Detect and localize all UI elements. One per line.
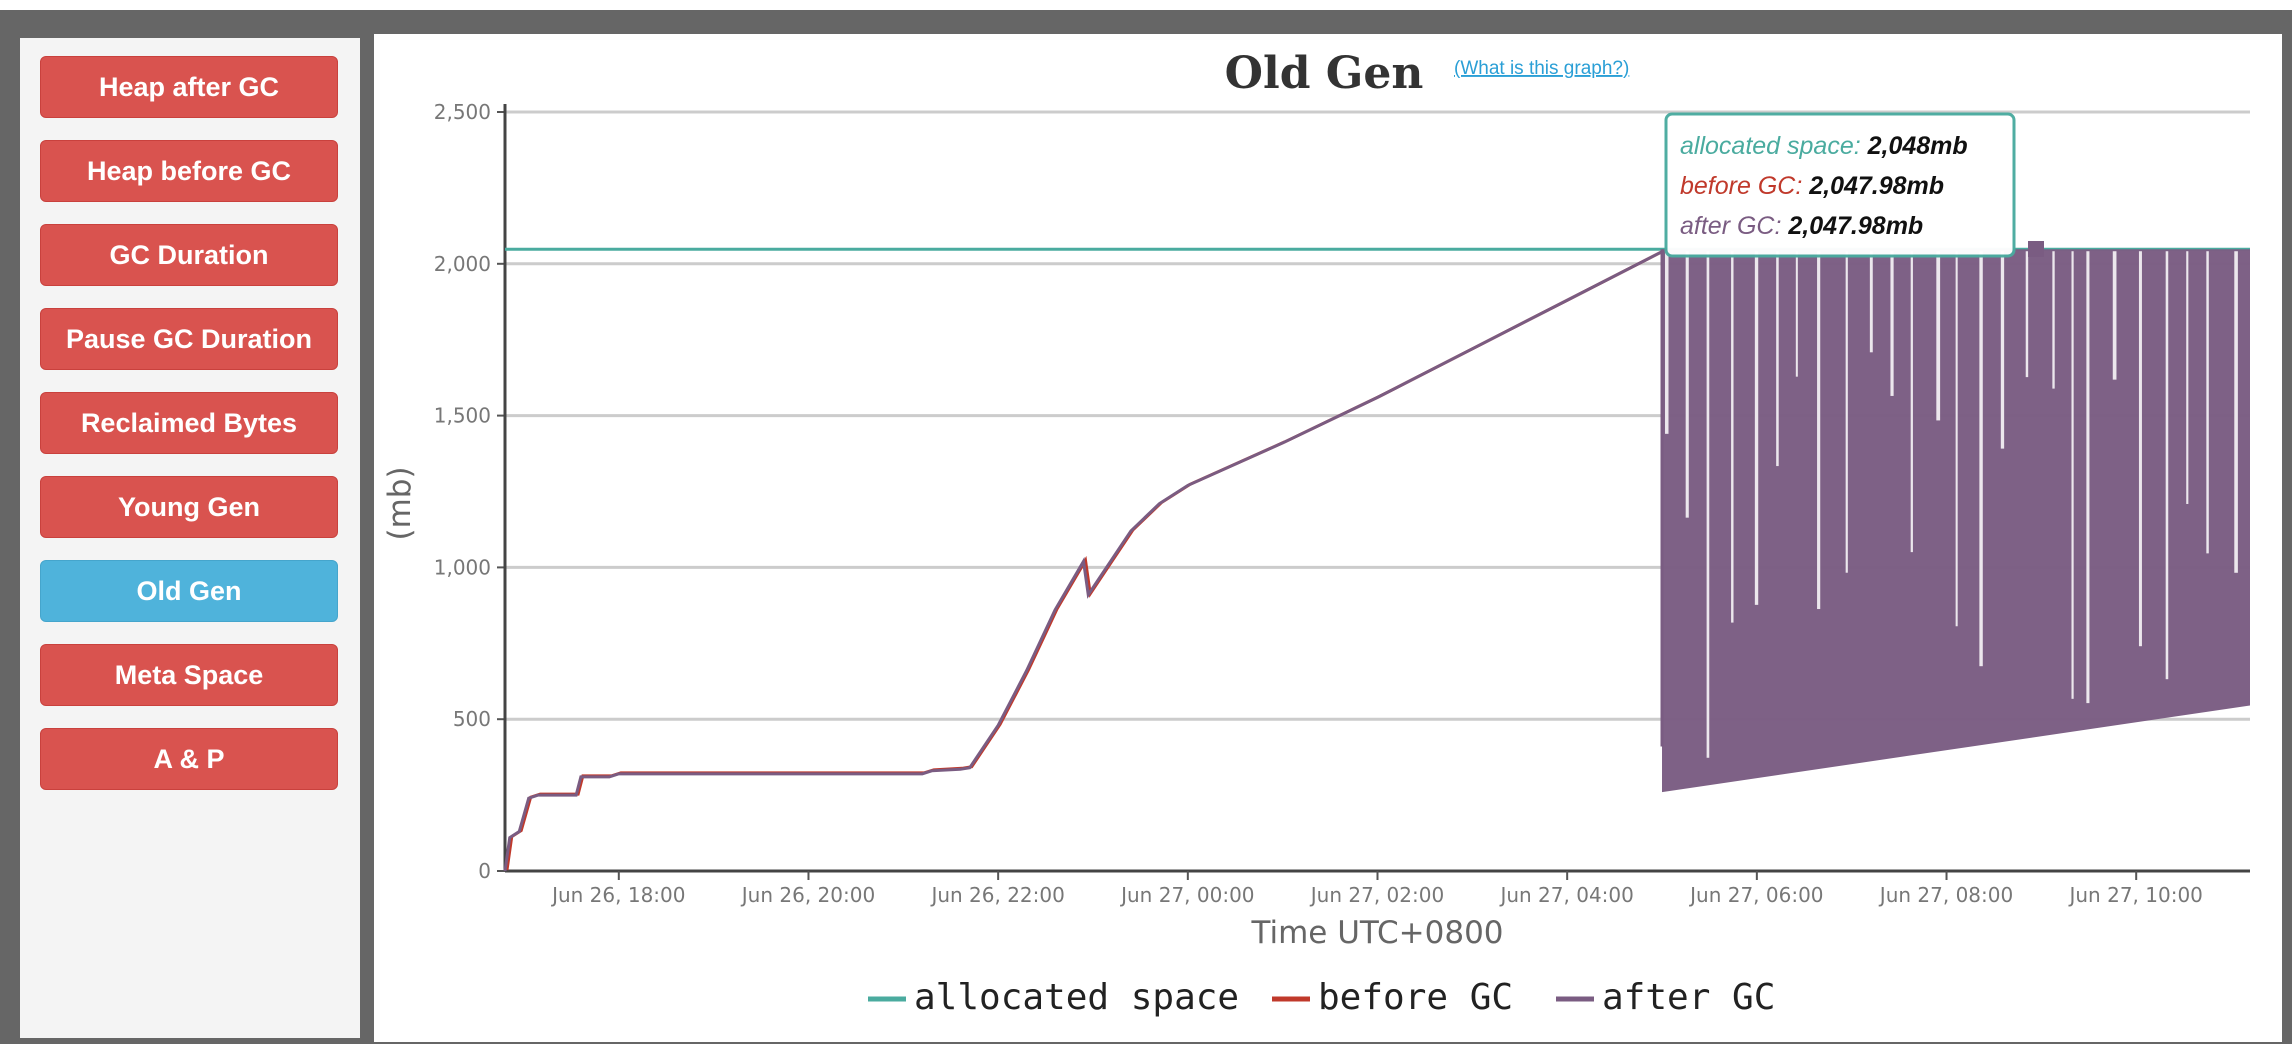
tooltip-label: after GC:: [1680, 212, 1788, 240]
tooltip-value: 2,048mb: [1867, 132, 1968, 160]
window-frame: Heap after GC Heap before GC GC Duration Pa…: [0, 10, 2292, 1044]
x-tick-label: Jun 27, 06:00: [1688, 883, 1823, 907]
x-tick-label: Jun 27, 00:00: [1119, 883, 1254, 907]
nav-button-meta-space[interactable]: Meta Space: [40, 644, 338, 706]
nav-button-pause-gc-duration[interactable]: Pause GC Duration: [40, 308, 338, 370]
nav-button-a-p[interactable]: A & P: [40, 728, 338, 790]
oscillation-gap: [2086, 251, 2090, 704]
oscillation-gap: [1845, 251, 1848, 573]
x-tick-label: Jun 26, 20:00: [740, 883, 875, 907]
x-tick-label: Jun 27, 08:00: [1878, 883, 2013, 907]
oscillation-gap: [1731, 251, 1734, 623]
tooltip-value: 2,047.98mb: [1808, 172, 1944, 200]
legend-item[interactable]: before GC: [1318, 977, 1513, 1018]
tooltip-box: [1664, 112, 2016, 258]
x-tick-label: Jun 27, 10:00: [2067, 883, 2202, 907]
series-after-gc-line: [503, 250, 1663, 872]
sidebar: Heap after GC Heap before GC GC Duration Pa…: [20, 38, 360, 1038]
oscillation-gap: [1665, 251, 1669, 434]
oscillation-gap: [2138, 251, 2142, 647]
y-tick-label: 2,000: [434, 252, 491, 276]
tooltip-label: before GC:: [1680, 172, 1809, 200]
nav-button-heap-before-gc[interactable]: Heap before GC: [40, 140, 338, 202]
what-is-this-graph-link[interactable]: (What is this graph?): [1454, 58, 1629, 79]
y-tick-label: 2,500: [434, 100, 491, 124]
oscillation-gap: [2071, 251, 2074, 699]
oscillation-gap: [2234, 251, 2238, 573]
x-tick-label: Jun 27, 02:00: [1309, 883, 1444, 907]
oscillation-gap: [1706, 251, 1710, 758]
hover-marker: [2028, 241, 2044, 257]
legend-item[interactable]: allocated space: [914, 977, 1239, 1018]
oscillation-gap: [2165, 251, 2169, 680]
oscillation-gap: [1776, 251, 1779, 467]
oscillation-gap: [1955, 251, 1958, 627]
oscillation-gap: [2025, 251, 2029, 378]
oscillation-gap: [2186, 251, 2189, 504]
nav-button-reclaimed-bytes[interactable]: Reclaimed Bytes: [40, 392, 338, 454]
x-tick-label: Jun 26, 22:00: [929, 883, 1064, 907]
tooltip-label: allocated space:: [1680, 132, 1868, 160]
oscillation-gap: [1936, 251, 1941, 421]
oscillation-gap: [2000, 251, 2005, 449]
y-tick-label: 1,500: [434, 404, 491, 428]
oscillation-gap: [1869, 251, 1873, 353]
nav-button-young-gen[interactable]: Young Gen: [40, 476, 338, 538]
oscillation-gap: [1685, 251, 1689, 518]
chart-panel: 0 500 1,000 1,500 2,000 2,500 Jun 26, 18:00 Jun…: [374, 34, 2282, 1042]
x-axis-title: Time UTC+0800: [1250, 915, 1503, 951]
tooltip-row: before GC: 2,047.98mb: [1680, 172, 1944, 200]
oscillation-gap: [2206, 251, 2209, 554]
x-tick-label: Jun 26, 18:00: [550, 883, 685, 907]
oscillation-gap: [2112, 251, 2117, 380]
oscillation-gap: [1795, 251, 1798, 377]
nav-button-gc-duration[interactable]: GC Duration: [40, 224, 338, 286]
y-tick-label: 0: [478, 859, 491, 883]
oscillation-gap: [1754, 251, 1759, 605]
y-tick-label: 500: [453, 707, 491, 731]
tooltip-row: after GC: 2,047.98mb: [1680, 212, 1923, 240]
tooltip-value: 2,047.98mb: [1787, 212, 1923, 240]
oscillation-gap: [1910, 251, 1913, 553]
nav-button-old-gen[interactable]: Old Gen: [40, 560, 338, 622]
oscillation-gap: [1890, 251, 1894, 396]
x-tick-label: Jun 27, 04:00: [1498, 883, 1633, 907]
oscillation-gap: [2052, 251, 2055, 389]
nav-button-heap-after-gc[interactable]: Heap after GC: [40, 56, 338, 118]
y-tick-label: 1,000: [434, 555, 491, 579]
oscillation-gap: [1979, 251, 1983, 667]
legend-item[interactable]: after GC: [1602, 977, 1775, 1018]
y-axis-title: (mb): [382, 466, 418, 540]
oscillation-gaps: [1665, 251, 2238, 758]
series-before-gc-line: [505, 249, 1665, 871]
tooltip-row: allocated space: 2,048mb: [1680, 132, 1968, 160]
oscillation-gap: [1817, 251, 1821, 610]
old-gen-chart: 0 500 1,000 1,500 2,000 2,500 Jun 26, 18:00 Jun…: [382, 48, 2250, 1018]
chart-title: Old Gen: [1225, 48, 1424, 99]
